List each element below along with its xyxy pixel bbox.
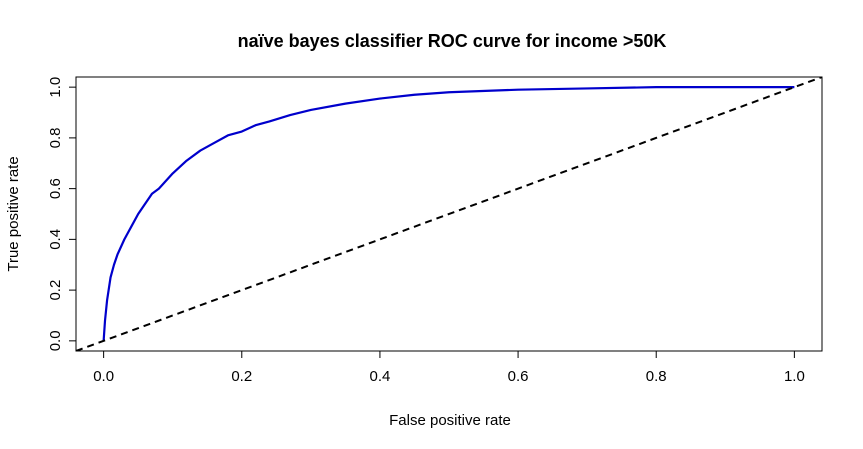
y-tick-label: 0.4 — [47, 229, 64, 250]
series-layer — [76, 77, 822, 351]
x-tick-label: 0.6 — [508, 368, 529, 385]
y-tick-label: 0.0 — [47, 330, 64, 351]
chart-title: naïve bayes classifier ROC curve for inc… — [238, 31, 667, 51]
x-tick-label: 0.8 — [646, 368, 667, 385]
roc-curve-line — [102, 86, 795, 341]
x-tick-label: 1.0 — [784, 368, 805, 385]
y-tick-label: 0.2 — [47, 280, 64, 301]
y-tick-label: 1.0 — [47, 77, 64, 98]
y-axis-label: True positive rate — [5, 156, 22, 271]
x-axis-label: False positive rate — [389, 412, 511, 429]
x-tick-label: 0.0 — [93, 368, 114, 385]
x-tick-label: 0.4 — [369, 368, 390, 385]
diagonal-reference-line — [76, 77, 822, 351]
y-tick-label: 0.6 — [47, 178, 64, 199]
x-tick-label: 0.2 — [231, 368, 252, 385]
y-tick-label: 0.8 — [47, 127, 64, 148]
y-axis: 0.0 0.2 0.4 0.6 0.8 1.0 — [47, 77, 77, 351]
x-axis: 0.0 0.2 0.4 0.6 0.8 1.0 — [93, 350, 805, 385]
